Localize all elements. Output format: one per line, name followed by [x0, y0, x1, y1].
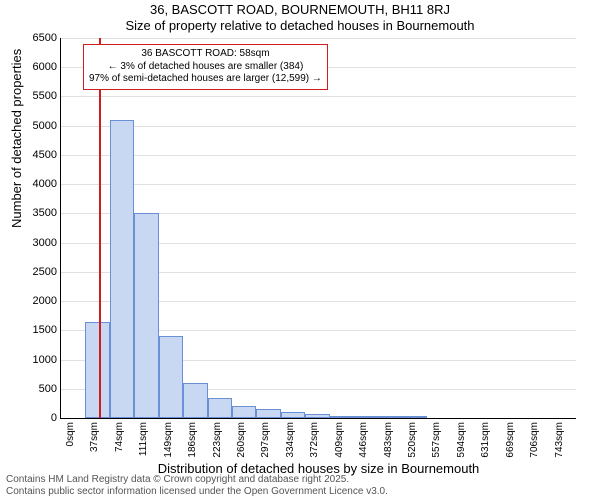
chart-title-line1: 36, BASCOTT ROAD, BOURNEMOUTH, BH11 8RJ — [0, 2, 600, 17]
chart-container: 36, BASCOTT ROAD, BOURNEMOUTH, BH11 8RJ … — [0, 0, 600, 500]
gridline — [61, 184, 576, 185]
x-tick-label: 594sqm — [456, 422, 467, 472]
histogram-bar — [305, 414, 329, 418]
marker-line — [99, 38, 101, 418]
y-tick-label: 500 — [19, 383, 57, 395]
histogram-bar — [208, 398, 232, 418]
histogram-bar — [354, 416, 378, 418]
x-tick-label: 297sqm — [260, 422, 271, 472]
x-tick-label: 669sqm — [505, 422, 516, 472]
y-tick-label: 3500 — [19, 207, 57, 219]
chart-title-line2: Size of property relative to detached ho… — [0, 18, 600, 33]
y-tick-label: 2500 — [19, 266, 57, 278]
x-tick-label: 260sqm — [236, 422, 247, 472]
histogram-bar — [281, 412, 305, 418]
x-tick-label: 149sqm — [163, 422, 174, 472]
plot-area: Number of detached properties Distributi… — [60, 38, 576, 419]
gridline — [61, 126, 576, 127]
x-tick-label: 186sqm — [187, 422, 198, 472]
y-tick-label: 4000 — [19, 178, 57, 190]
attribution-footer: Contains HM Land Registry data © Crown c… — [6, 474, 388, 498]
x-tick-label: 743sqm — [554, 422, 565, 472]
annotation-line: 36 BASCOTT ROAD: 58sqm — [89, 48, 322, 61]
x-tick-label: 0sqm — [65, 422, 76, 472]
histogram-bar — [110, 120, 134, 418]
x-tick-label: 334sqm — [285, 422, 296, 472]
y-tick-label: 1000 — [19, 354, 57, 366]
x-tick-label: 409sqm — [334, 422, 345, 472]
y-tick-label: 1500 — [19, 324, 57, 336]
histogram-bar — [183, 383, 207, 418]
x-tick-label: 631sqm — [480, 422, 491, 472]
x-tick-label: 372sqm — [309, 422, 320, 472]
histogram-bar — [159, 336, 183, 418]
y-tick-label: 5000 — [19, 120, 57, 132]
y-tick-label: 6500 — [19, 32, 57, 44]
annotation-line: 97% of semi-detached houses are larger (… — [89, 73, 322, 86]
x-tick-label: 520sqm — [407, 422, 418, 472]
y-axis-label: Number of detached properties — [9, 49, 24, 228]
histogram-bar — [379, 416, 403, 418]
footer-line1: Contains HM Land Registry data © Crown c… — [6, 474, 388, 486]
y-tick-label: 5500 — [19, 90, 57, 102]
x-tick-label: 37sqm — [89, 422, 100, 472]
histogram-bar — [256, 409, 280, 418]
histogram-bar — [330, 416, 354, 418]
histogram-bar — [403, 416, 427, 418]
x-tick-label: 74sqm — [114, 422, 125, 472]
gridline — [61, 155, 576, 156]
annotation-line: ← 3% of detached houses are smaller (384… — [89, 61, 322, 74]
y-tick-label: 0 — [19, 412, 57, 424]
x-tick-label: 706sqm — [529, 422, 540, 472]
gridline — [61, 96, 576, 97]
y-tick-label: 2000 — [19, 295, 57, 307]
footer-line2: Contains public sector information licen… — [6, 486, 388, 498]
x-tick-label: 557sqm — [431, 422, 442, 472]
y-tick-label: 3000 — [19, 237, 57, 249]
x-tick-label: 446sqm — [358, 422, 369, 472]
histogram-bar — [134, 213, 158, 418]
y-tick-label: 6000 — [19, 61, 57, 73]
gridline — [61, 38, 576, 39]
histogram-bar — [85, 322, 109, 418]
annotation-box: 36 BASCOTT ROAD: 58sqm← 3% of detached h… — [83, 44, 328, 90]
x-tick-label: 111sqm — [138, 422, 149, 472]
x-tick-label: 483sqm — [383, 422, 394, 472]
y-tick-label: 4500 — [19, 149, 57, 161]
x-tick-label: 223sqm — [212, 422, 223, 472]
histogram-bar — [232, 406, 256, 418]
